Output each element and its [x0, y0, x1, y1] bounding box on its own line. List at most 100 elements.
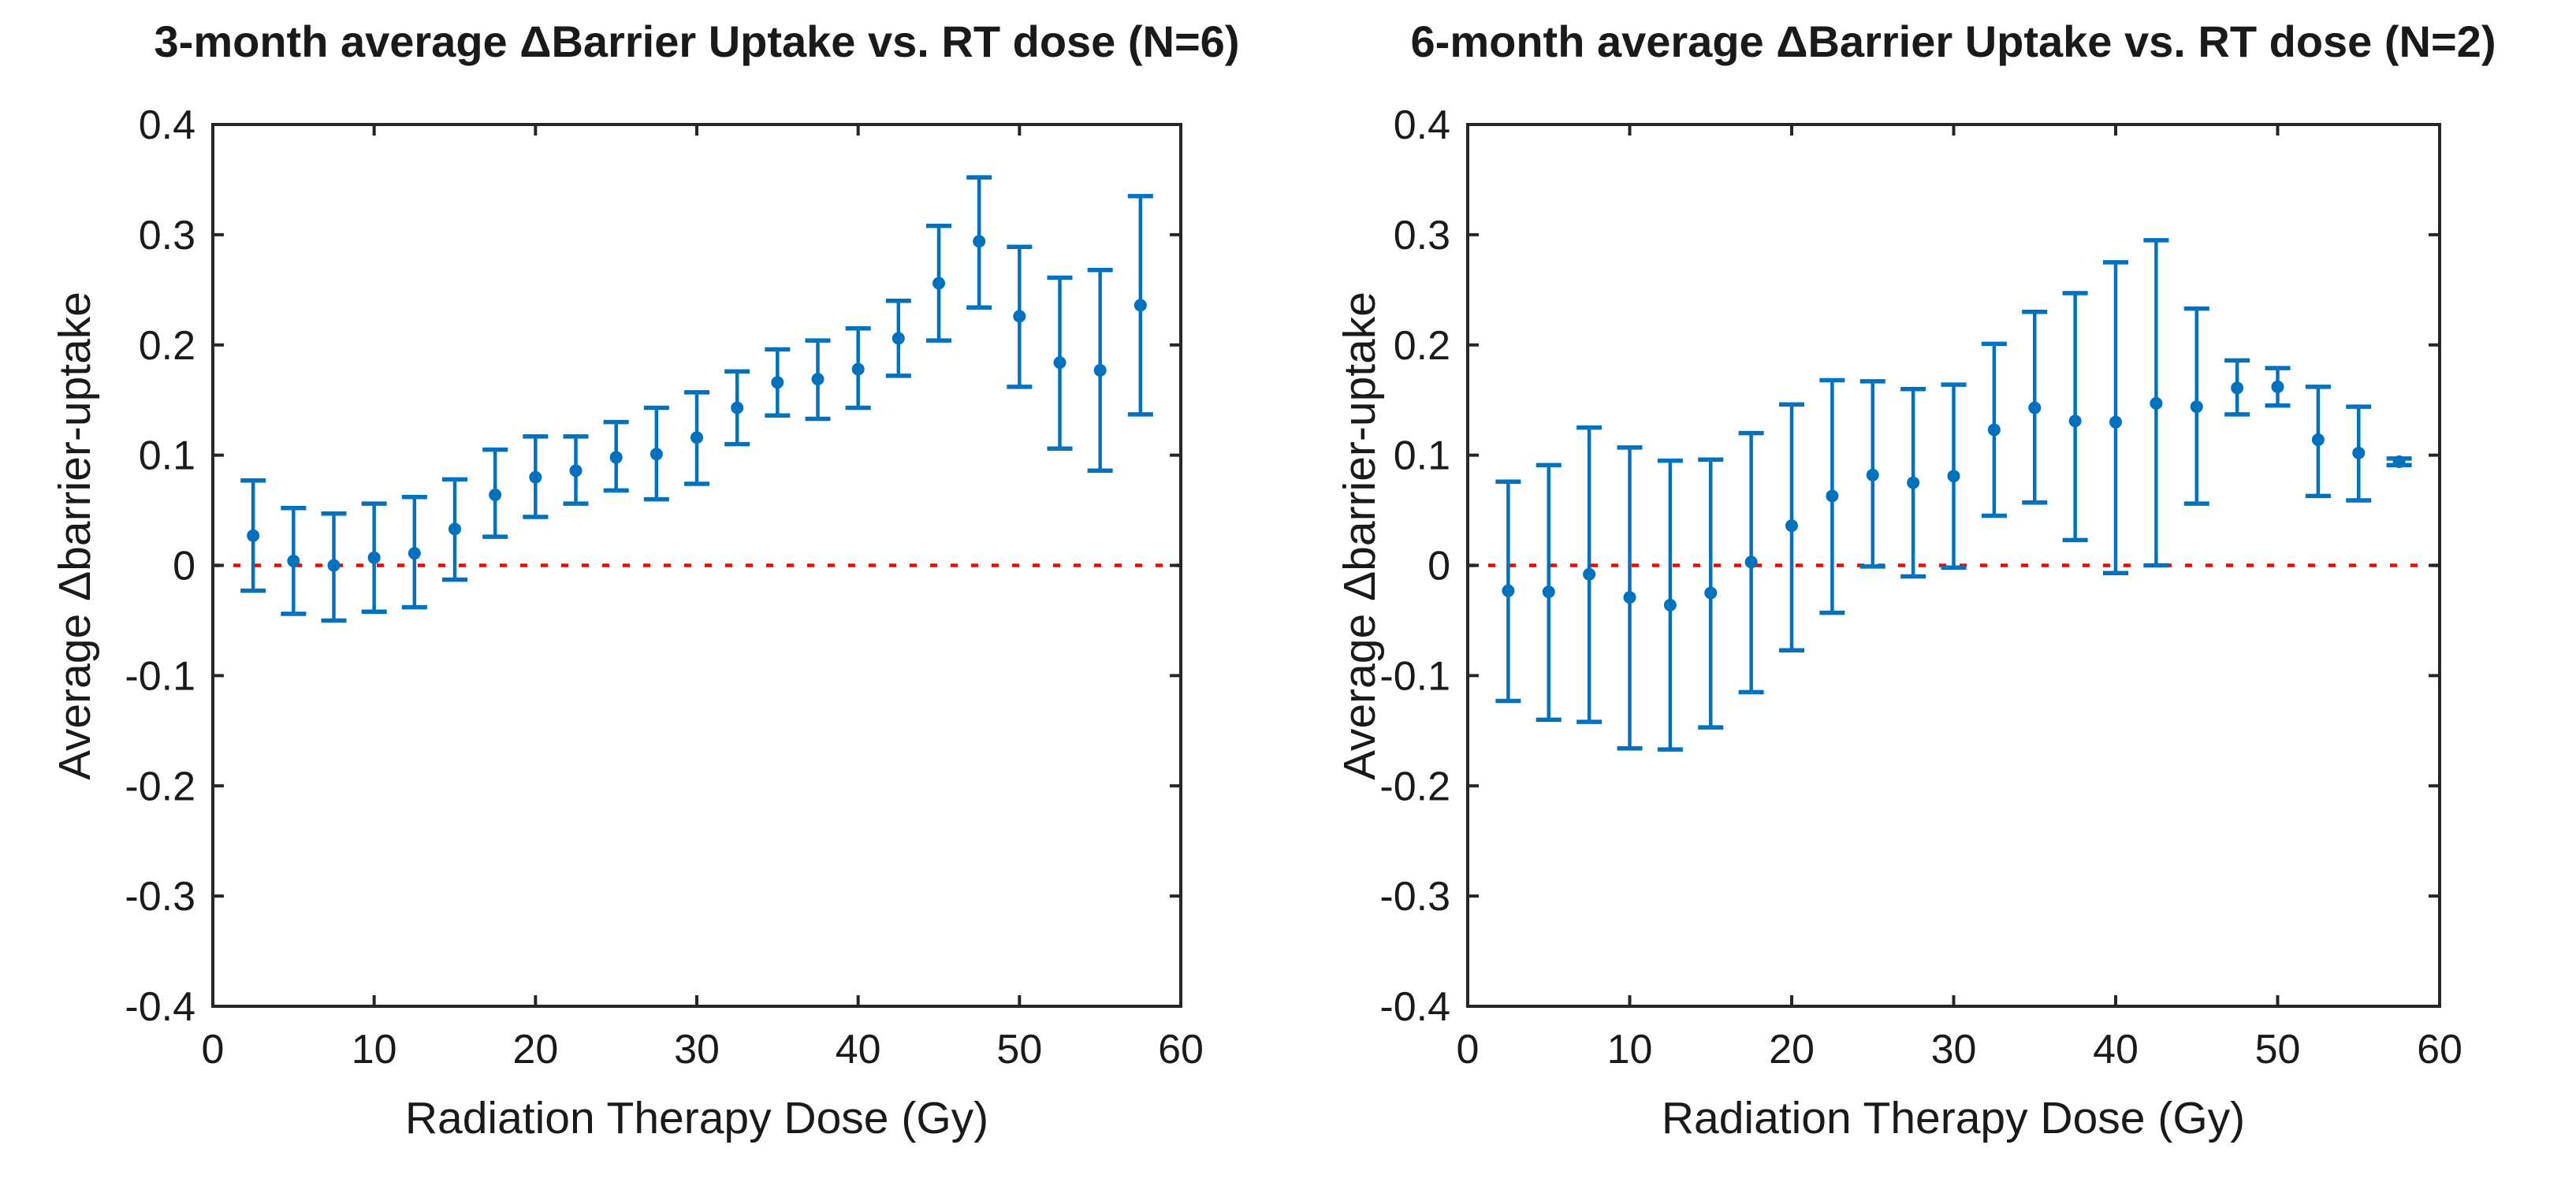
data-point-marker: [367, 551, 381, 564]
error-bar: [885, 299, 911, 378]
error-bar: [845, 326, 871, 411]
x-tick-label: 20: [512, 1027, 558, 1072]
x-tick-label: 60: [1158, 1027, 1204, 1072]
error-bar: [926, 223, 951, 343]
x-tick-label: 10: [352, 1027, 397, 1072]
error-bar: [563, 434, 589, 506]
x-tick-label: 0: [202, 1027, 225, 1072]
error-bar: [2022, 310, 2048, 505]
data-point-marker: [1947, 470, 1960, 483]
error-bar: [1698, 457, 1724, 730]
data-point-marker: [408, 547, 421, 560]
data-point-marker: [1866, 468, 1879, 481]
x-axis-label: Radiation Therapy Dose (Gy): [404, 1093, 989, 1143]
data-point-marker: [2068, 414, 2082, 428]
error-bar: [2346, 404, 2372, 503]
x-tick-label: 60: [2417, 1027, 2462, 1072]
data-point-marker: [1987, 423, 2001, 437]
y-tick-label: 0.4: [1394, 102, 1450, 148]
error-bar: [321, 511, 347, 623]
x-tick-label: 0: [1457, 1027, 1480, 1072]
error-bar: [442, 477, 467, 582]
y-tick-label: 0.1: [1394, 433, 1450, 479]
data-point-marker: [1744, 556, 1758, 569]
error-bar: [643, 405, 669, 502]
y-tick-label: -0.3: [125, 874, 195, 920]
y-tick-label: -0.1: [125, 653, 195, 699]
data-point-marker: [1093, 363, 1107, 377]
error-bar: [482, 447, 508, 539]
error-bar: [2305, 385, 2331, 499]
y-tick-label: 0: [1428, 544, 1450, 589]
x-tick-label: 20: [1769, 1027, 1815, 1072]
y-tick-label: 0: [173, 544, 195, 589]
error-bar: [966, 175, 992, 310]
error-bar: [1738, 430, 1764, 695]
error-bar: [1007, 244, 1033, 389]
data-point-marker: [731, 401, 744, 414]
data-point-marker: [1663, 598, 1677, 611]
x-tick-label: 10: [1607, 1027, 1653, 1072]
error-bar: [1900, 386, 1926, 579]
error-bar: [281, 506, 307, 616]
plot-area-3month: 0 10 20 30 40 50 60 0.4 0.3 0.2 0.1 0 -0.1 -0.2 -0.3 -0…: [125, 102, 1204, 1072]
y-tick-label: -0.4: [125, 984, 195, 1030]
data-point-marker: [2190, 400, 2203, 414]
y-tick-label: -0.2: [1379, 764, 1450, 809]
data-point-marker: [1013, 310, 1026, 323]
error-bar: [1617, 445, 1643, 751]
y-tick-label: 0.3: [139, 213, 195, 258]
data-point-marker: [1583, 567, 1596, 581]
error-bar: [1536, 463, 1562, 723]
error-bar: [2143, 238, 2169, 568]
y-tick-label: 0.4: [139, 102, 195, 148]
error-bar: [1495, 479, 1521, 704]
data-point-marker: [1907, 476, 1920, 489]
data-point-marker: [811, 373, 825, 386]
x-tick-label: 40: [2093, 1027, 2139, 1072]
data-point-marker: [2392, 455, 2406, 469]
error-bar: [2183, 306, 2209, 506]
error-bar: [2103, 260, 2128, 576]
error-bar: [765, 347, 791, 418]
data-point-marker: [2028, 401, 2042, 414]
x-tick-label: 30: [674, 1027, 720, 1072]
data-point-marker: [1785, 519, 1798, 533]
data-point-marker: [327, 559, 341, 572]
x-tick-label: 50: [2255, 1027, 2301, 1072]
data-point-marker: [1826, 489, 1839, 503]
data-point-marker: [247, 529, 260, 542]
x-axis-label: Radiation Therapy Dose (Gy): [1661, 1093, 2246, 1143]
data-point-marker: [771, 376, 784, 389]
data-point-marker: [1704, 586, 1718, 600]
error-bar: [1941, 382, 1967, 571]
data-point-marker: [1542, 585, 1555, 599]
error-bar: [2386, 455, 2412, 469]
error-bar: [1859, 379, 1885, 569]
y-tick-label: -0.3: [1379, 874, 1450, 920]
error-bar: [603, 419, 629, 493]
error-bar: [2062, 291, 2088, 543]
data-point-marker: [2352, 446, 2366, 459]
data-point-marker: [650, 448, 663, 461]
data-point-marker: [2109, 415, 2122, 429]
y-tick-label: 0.3: [1394, 213, 1450, 258]
data-point-marker: [609, 451, 623, 464]
data-point-marker: [892, 332, 905, 345]
chart-title: 3-month average ΔBarrier Uptake vs. RT d…: [154, 17, 1240, 66]
y-tick-label: 0.1: [139, 433, 195, 479]
x-tick-label: 30: [1931, 1027, 1977, 1072]
y-tick-label: 0.2: [1394, 323, 1450, 369]
data-point-marker: [1134, 299, 1147, 312]
data-point-marker: [851, 362, 865, 376]
error-bar: [724, 369, 750, 447]
data-point-marker: [529, 470, 542, 484]
data-point-marker: [1502, 584, 1515, 597]
y-tick-label: -0.1: [1379, 653, 1450, 699]
data-point-marker: [2231, 381, 2244, 395]
data-point-marker: [569, 464, 583, 478]
error-bar-series: [1495, 238, 2412, 752]
error-bar: [805, 338, 831, 422]
error-bar: [1087, 267, 1113, 473]
